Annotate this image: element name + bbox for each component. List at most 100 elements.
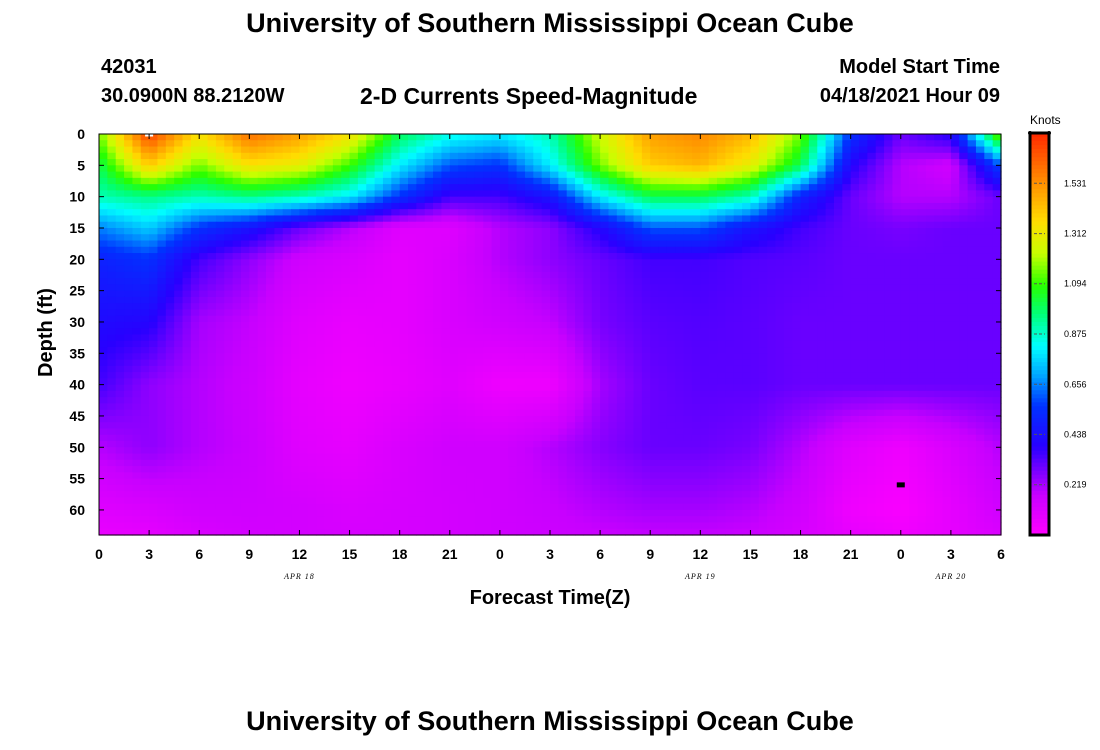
- heatmap-cell: [984, 134, 994, 141]
- heatmap-cell: [424, 240, 434, 248]
- heatmap-cell: [717, 353, 726, 361]
- heatmap-cell: [800, 321, 810, 329]
- heatmap-cell: [424, 353, 434, 361]
- heatmap-cell: [967, 265, 977, 273]
- heatmap-cell: [875, 259, 885, 267]
- heatmap-cell: [541, 415, 551, 423]
- heatmap-cell: [516, 403, 526, 411]
- heatmap-cell: [583, 221, 593, 229]
- heatmap-cell: [800, 134, 810, 141]
- heatmap-cell: [182, 284, 192, 292]
- heatmap-cell: [633, 259, 643, 267]
- heatmap-cell: [224, 422, 234, 430]
- heatmap-cell: [633, 284, 643, 292]
- heatmap-cell: [516, 290, 526, 298]
- heatmap-cell: [491, 209, 501, 217]
- heatmap-cell: [107, 140, 117, 148]
- heatmap-cell: [817, 372, 827, 379]
- heatmap-cell: [516, 146, 526, 154]
- heatmap-cell: [800, 196, 810, 204]
- heatmap-cell: [550, 184, 559, 191]
- heatmap-cell: [541, 334, 551, 342]
- heatmap-cell: [700, 390, 710, 398]
- heatmap-cell: [934, 278, 944, 285]
- heatmap-cell: [424, 246, 434, 254]
- heatmap-cell: [550, 415, 559, 423]
- heatmap-cell: [650, 328, 660, 336]
- heatmap-cell: [658, 328, 668, 336]
- heatmap-cell: [533, 190, 543, 198]
- heatmap-cell: [391, 390, 401, 398]
- heatmap-cell: [332, 202, 342, 210]
- heatmap-cell: [959, 271, 969, 279]
- heatmap-cell: [257, 202, 267, 210]
- heatmap-cell: [374, 253, 384, 260]
- heatmap-cell: [892, 372, 902, 379]
- heatmap-cell: [683, 284, 693, 292]
- heatmap-cell: [307, 334, 317, 342]
- heatmap-cell: [767, 409, 777, 417]
- heatmap-cell: [266, 347, 275, 354]
- heatmap-cell: [215, 265, 225, 273]
- heatmap-cell: [967, 290, 977, 298]
- heatmap-cell: [950, 140, 960, 148]
- heatmap-cell: [174, 397, 184, 405]
- heatmap-cell: [666, 184, 676, 191]
- heatmap-cell: [591, 403, 601, 411]
- heatmap-cell: [207, 397, 217, 405]
- heatmap-cell: [867, 321, 877, 329]
- heatmap-cell: [691, 409, 701, 417]
- heatmap-cell: [149, 196, 159, 204]
- heatmap-cell: [967, 384, 977, 392]
- heatmap-cell: [474, 328, 484, 336]
- heatmap-cell: [641, 184, 651, 191]
- heatmap-cell: [616, 253, 626, 260]
- heatmap-cell: [357, 296, 367, 304]
- heatmap-cell: [132, 334, 142, 342]
- heatmap-cell: [959, 359, 969, 367]
- heatmap-cell: [149, 278, 159, 285]
- heatmap-cell: [750, 253, 760, 260]
- heatmap-cell: [817, 265, 827, 273]
- heatmap-cell: [491, 347, 501, 354]
- heatmap-cell: [240, 253, 250, 260]
- heatmap-cell: [107, 397, 117, 405]
- heatmap-cell: [725, 321, 735, 329]
- heatmap-cell: [575, 196, 585, 204]
- heatmap-cell: [833, 303, 843, 311]
- heatmap-cell: [174, 202, 184, 210]
- heatmap-cell: [859, 347, 868, 354]
- heatmap-cell: [508, 403, 518, 411]
- heatmap-cell: [249, 215, 259, 223]
- heatmap-cell: [266, 409, 275, 417]
- heatmap-cell: [508, 253, 518, 260]
- heatmap-cell: [224, 196, 234, 204]
- heatmap-cell: [491, 146, 501, 154]
- heatmap-cell: [449, 246, 459, 254]
- heatmap-cell: [600, 359, 610, 367]
- heatmap-cell: [884, 227, 894, 235]
- heatmap-cell: [575, 284, 585, 292]
- heatmap-cell: [608, 372, 618, 379]
- heatmap-cell: [733, 284, 743, 292]
- heatmap-cell: [666, 202, 676, 210]
- heatmap-cell: [132, 303, 142, 311]
- heatmap-cell: [925, 209, 935, 217]
- heatmap-cell: [783, 328, 793, 336]
- heatmap-cell: [942, 353, 952, 361]
- heatmap-cell: [708, 334, 718, 342]
- heatmap-cell: [792, 278, 802, 285]
- heatmap-cell: [207, 202, 217, 210]
- heatmap-cell: [575, 372, 585, 379]
- heatmap-cell: [249, 152, 259, 160]
- heatmap-cell: [332, 184, 342, 191]
- heatmap-cell: [124, 278, 134, 285]
- heatmap-cell: [566, 353, 576, 361]
- heatmap-cell: [441, 321, 451, 329]
- heatmap-cell: [516, 372, 526, 379]
- heatmap-cell: [182, 372, 192, 379]
- heatmap-cell: [708, 378, 718, 386]
- heatmap-cell: [691, 321, 701, 329]
- heatmap-cell: [867, 190, 877, 198]
- heatmap-cell: [984, 159, 994, 166]
